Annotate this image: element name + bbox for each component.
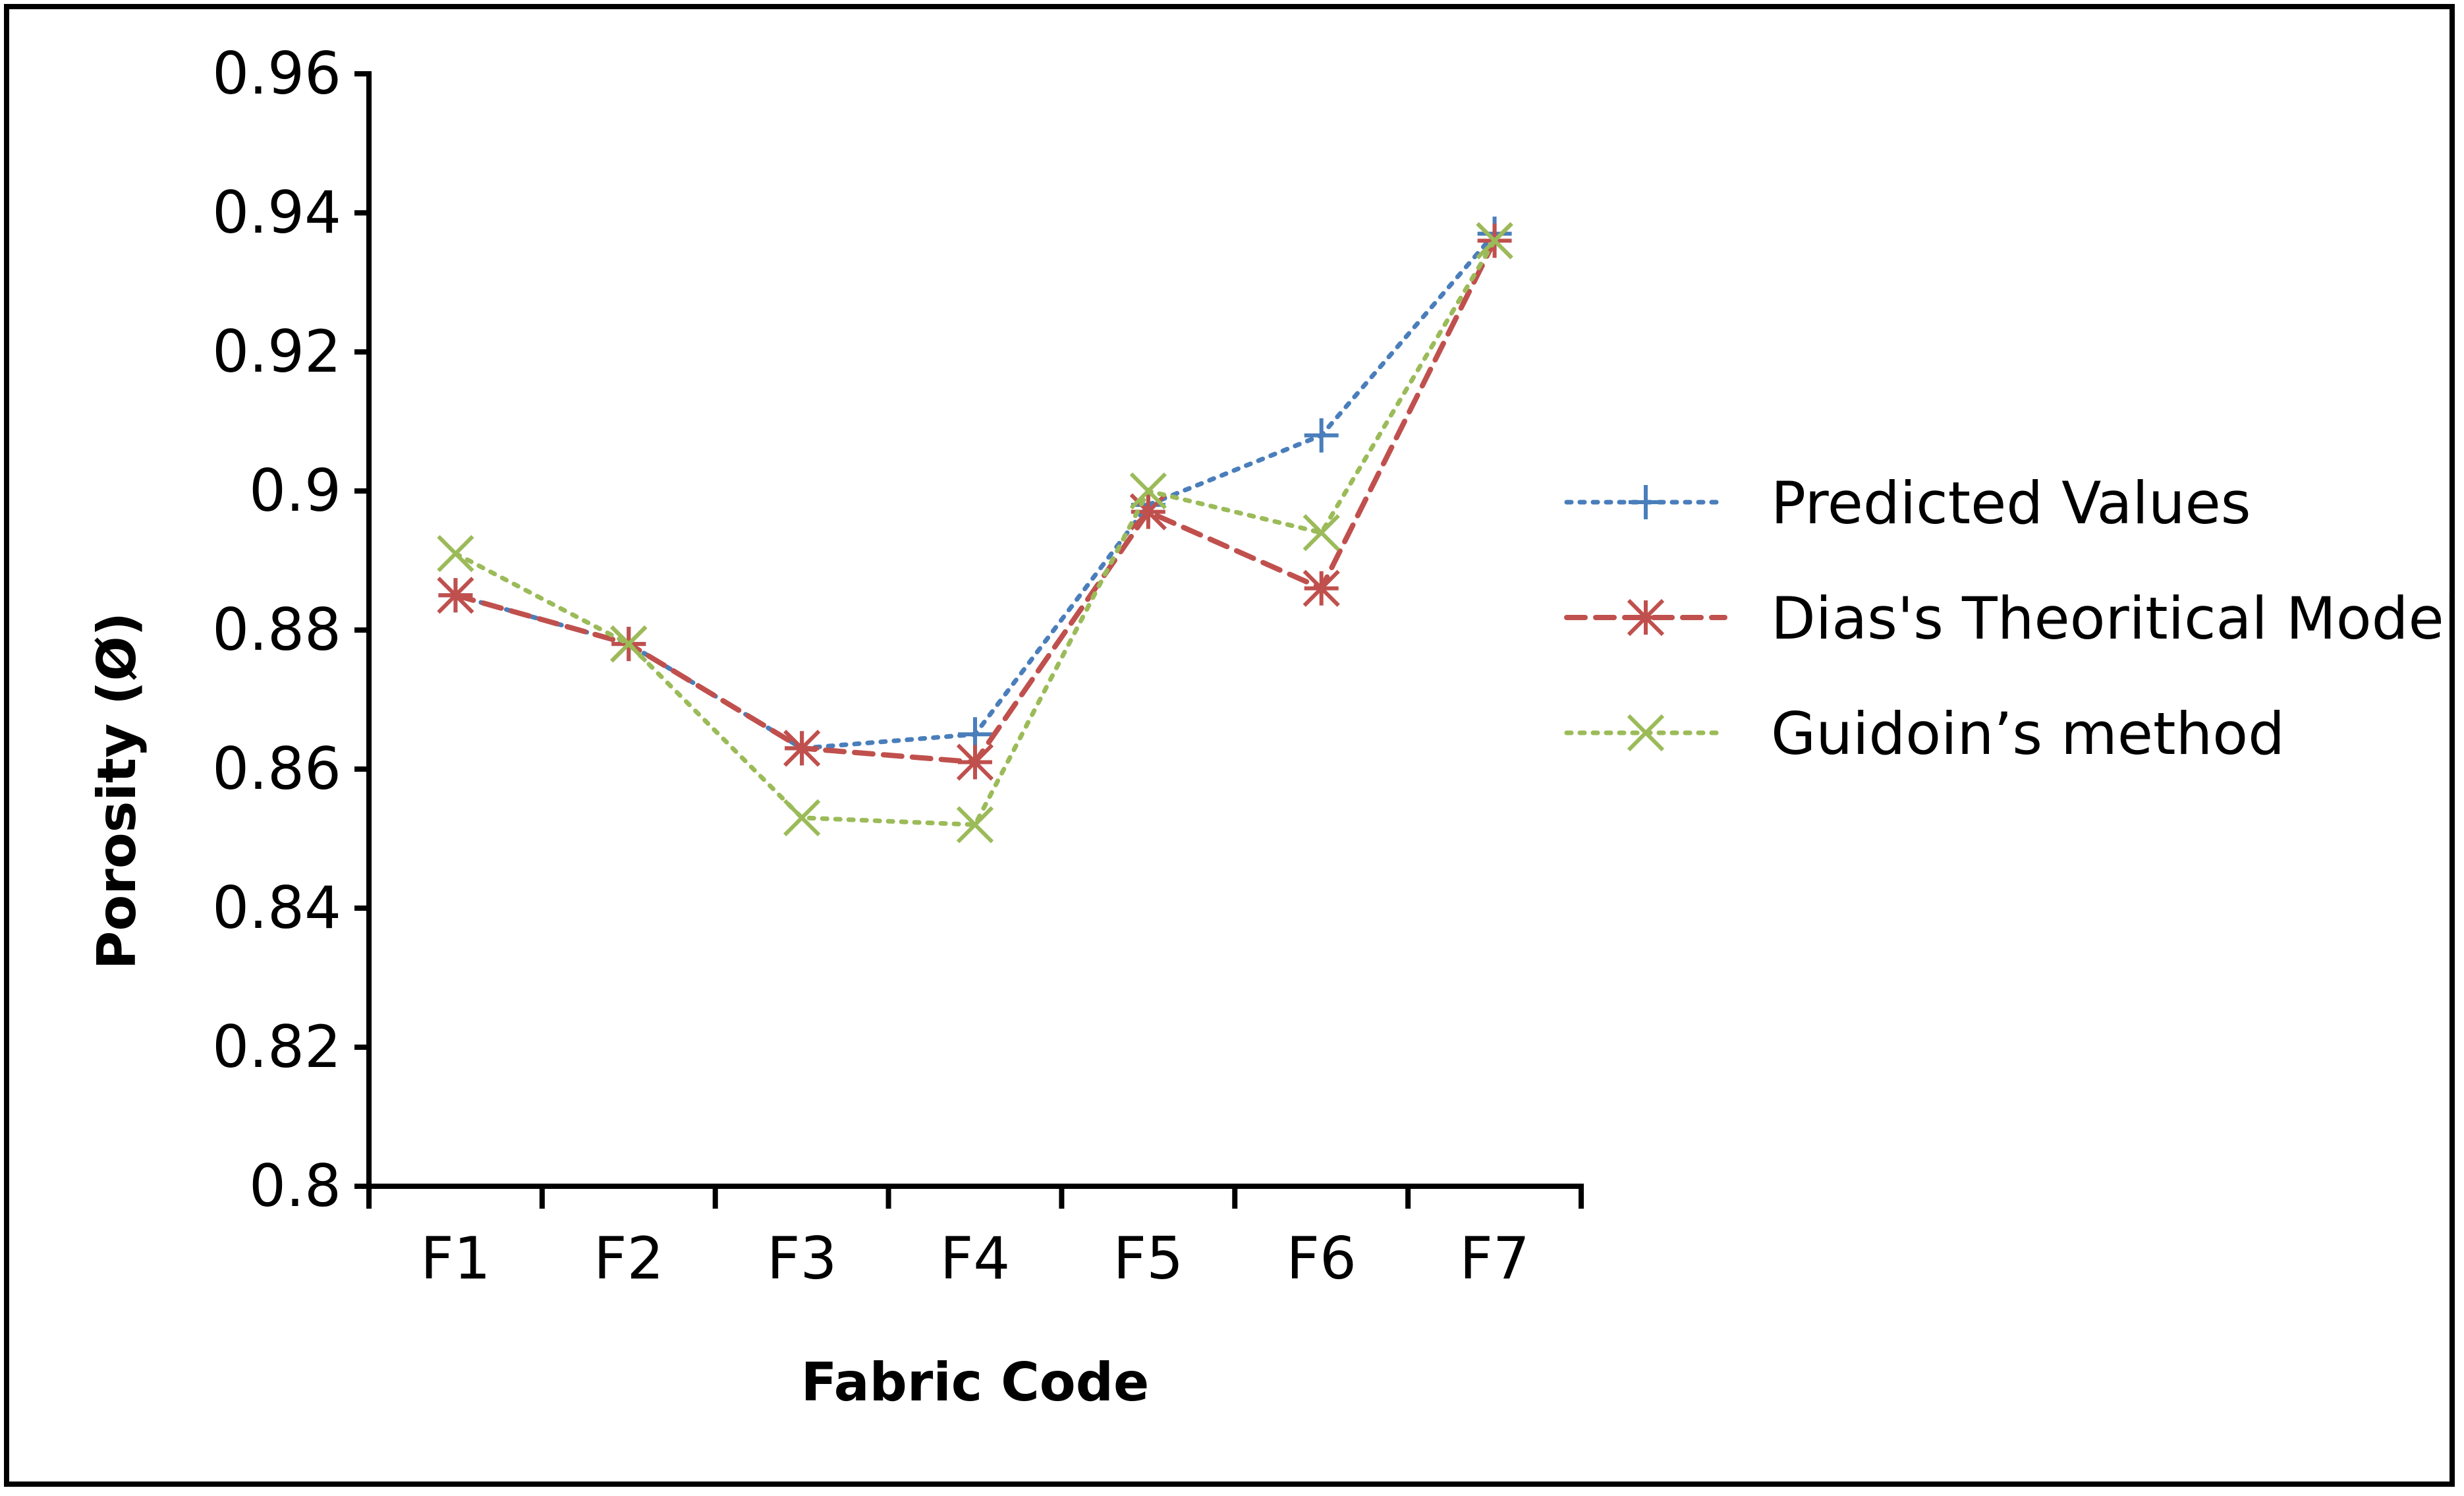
x-tick-label: F3 xyxy=(767,1224,837,1292)
x-axis-title: Fabric Code xyxy=(801,1352,1150,1413)
x-axis-ticks: F1 F2 F3 F4 F5 F6 F7 xyxy=(366,1186,1584,1292)
series-3 xyxy=(437,222,1513,844)
chart-frame xyxy=(4,4,2455,1487)
x-tick-label: F5 xyxy=(1113,1224,1184,1292)
data-point xyxy=(1302,514,1340,552)
legend-item: Predicted Values xyxy=(1564,469,2251,537)
y-tick-label: 0.96 xyxy=(212,40,341,107)
data-point xyxy=(437,534,474,573)
y-tick-label: 0.94 xyxy=(212,179,341,246)
data-point xyxy=(1302,569,1340,607)
legend-label: Predicted Values xyxy=(1771,469,2251,537)
y-tick-label: 0.82 xyxy=(212,1013,341,1081)
y-tick-label: 0.86 xyxy=(212,735,341,803)
data-point xyxy=(610,625,648,663)
y-tick-label: 0.8 xyxy=(249,1152,341,1220)
plot-axes xyxy=(366,71,1584,1189)
x-tick-label: F7 xyxy=(1459,1224,1530,1292)
y-tick-label: 0.88 xyxy=(212,596,341,664)
legend-item: Guidoin’s method xyxy=(1564,700,2285,768)
x-tick-label: F2 xyxy=(594,1224,664,1292)
data-point xyxy=(956,806,994,844)
x-tick-label: F1 xyxy=(420,1224,491,1292)
legend-item: Dias's Theoritical Model xyxy=(1564,585,2460,652)
y-tick-label: 0.84 xyxy=(212,874,341,942)
series-layer xyxy=(437,216,1513,844)
legend: Predicted Values Dias's Theoritical Model… xyxy=(1564,469,2460,768)
legend-marker xyxy=(1627,598,1665,637)
series-2 xyxy=(437,222,1513,781)
y-tick-label: 0.9 xyxy=(249,457,341,525)
series-line xyxy=(453,231,1498,751)
y-axis-title: Porosity (Ø) xyxy=(86,612,148,969)
legend-marker xyxy=(1629,485,1663,519)
data-point xyxy=(783,799,821,836)
data-point xyxy=(783,730,821,767)
x-tick-label: F6 xyxy=(1286,1224,1357,1292)
y-tick-label: 0.92 xyxy=(212,318,341,386)
x-tick-label: F4 xyxy=(940,1224,1011,1292)
legend-label: Guidoin’s method xyxy=(1771,700,2285,768)
legend-marker xyxy=(1627,714,1665,752)
data-point xyxy=(1129,472,1167,510)
data-point xyxy=(437,577,474,614)
data-point xyxy=(1304,418,1339,453)
y-axis-ticks: 0.8 0.82 0.84 0.86 0.88 0.9 0.92 0.94 0.96 xyxy=(212,40,369,1220)
data-point xyxy=(1476,222,1513,260)
data-point xyxy=(956,743,994,781)
series-1 xyxy=(438,216,1512,766)
legend-label: Dias's Theoritical Model xyxy=(1771,585,2460,652)
